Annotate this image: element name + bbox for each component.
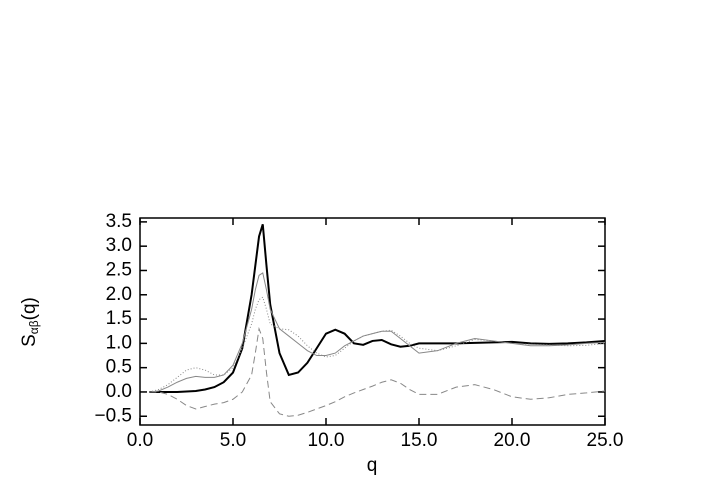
y-tick-label: 2.0 bbox=[106, 284, 132, 305]
y-axis-label: Sαβ(q) bbox=[19, 297, 41, 347]
x-axis-label: q bbox=[367, 455, 378, 476]
plot-frame bbox=[139, 217, 606, 426]
y-tick-label: −0.5 bbox=[94, 405, 132, 426]
series-line bbox=[149, 326, 606, 417]
series-line bbox=[149, 272, 606, 393]
x-tick-label: 10.0 bbox=[308, 430, 345, 451]
series-line bbox=[149, 224, 606, 393]
x-tick-label: 0.0 bbox=[127, 430, 153, 451]
y-label-subscript: αβ bbox=[27, 320, 41, 334]
y-tick-label: 2.5 bbox=[106, 259, 132, 280]
y-tick-label: 1.5 bbox=[106, 308, 132, 329]
y-label-main: S bbox=[19, 334, 40, 347]
y-tick-label: 3.0 bbox=[106, 235, 132, 256]
y-tick-label: 1.0 bbox=[106, 332, 132, 353]
y-label-suffix: (q) bbox=[19, 297, 40, 320]
x-tick-label: 5.0 bbox=[220, 430, 246, 451]
x-tick-label: 25.0 bbox=[587, 430, 624, 451]
y-tick-label: 3.5 bbox=[106, 211, 132, 232]
x-tick-label: 15.0 bbox=[401, 430, 438, 451]
series-line bbox=[149, 296, 606, 393]
y-tick-label: 0.0 bbox=[106, 381, 132, 402]
y-tick-label: 0.5 bbox=[106, 357, 132, 378]
x-tick-label: 20.0 bbox=[494, 430, 531, 451]
